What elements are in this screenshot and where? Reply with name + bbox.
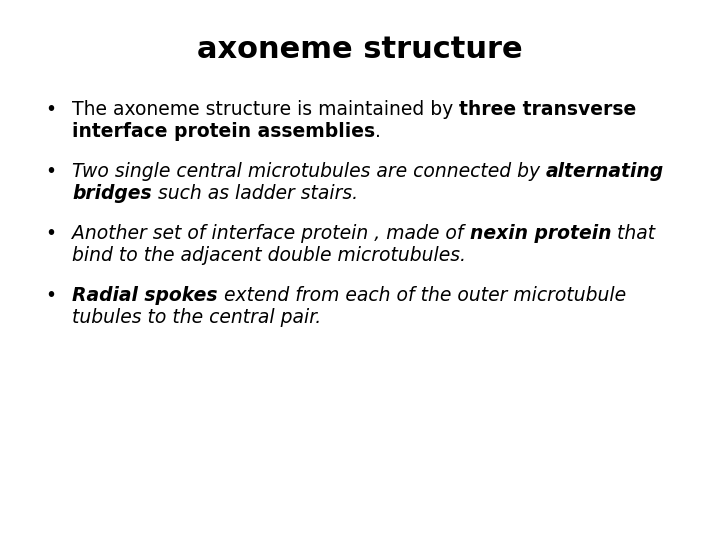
Text: such as ladder stairs.: such as ladder stairs. [152, 184, 358, 203]
Text: •: • [45, 100, 56, 119]
Text: Two single central microtubules are connected by: Two single central microtubules are conn… [72, 162, 546, 181]
Text: Another set of interface protein , made of: Another set of interface protein , made … [72, 224, 469, 243]
Text: Radial spokes: Radial spokes [72, 286, 217, 305]
Text: interface protein assemblies: interface protein assemblies [72, 122, 375, 141]
Text: •: • [45, 162, 56, 181]
Text: bridges: bridges [72, 184, 152, 203]
Text: tubules to the central pair.: tubules to the central pair. [72, 308, 321, 327]
Text: .: . [375, 122, 381, 141]
Text: bind to the adjacent double microtubules.: bind to the adjacent double microtubules… [72, 246, 466, 265]
Text: axoneme structure: axoneme structure [197, 35, 523, 64]
Text: •: • [45, 286, 56, 305]
Text: extend from each of the outer microtubule: extend from each of the outer microtubul… [217, 286, 626, 305]
Text: The axoneme structure is maintained by: The axoneme structure is maintained by [72, 100, 459, 119]
Text: alternating: alternating [546, 162, 665, 181]
Text: •: • [45, 224, 56, 243]
Text: three transverse: three transverse [459, 100, 636, 119]
Text: that: that [611, 224, 655, 243]
Text: nexin protein: nexin protein [469, 224, 611, 243]
